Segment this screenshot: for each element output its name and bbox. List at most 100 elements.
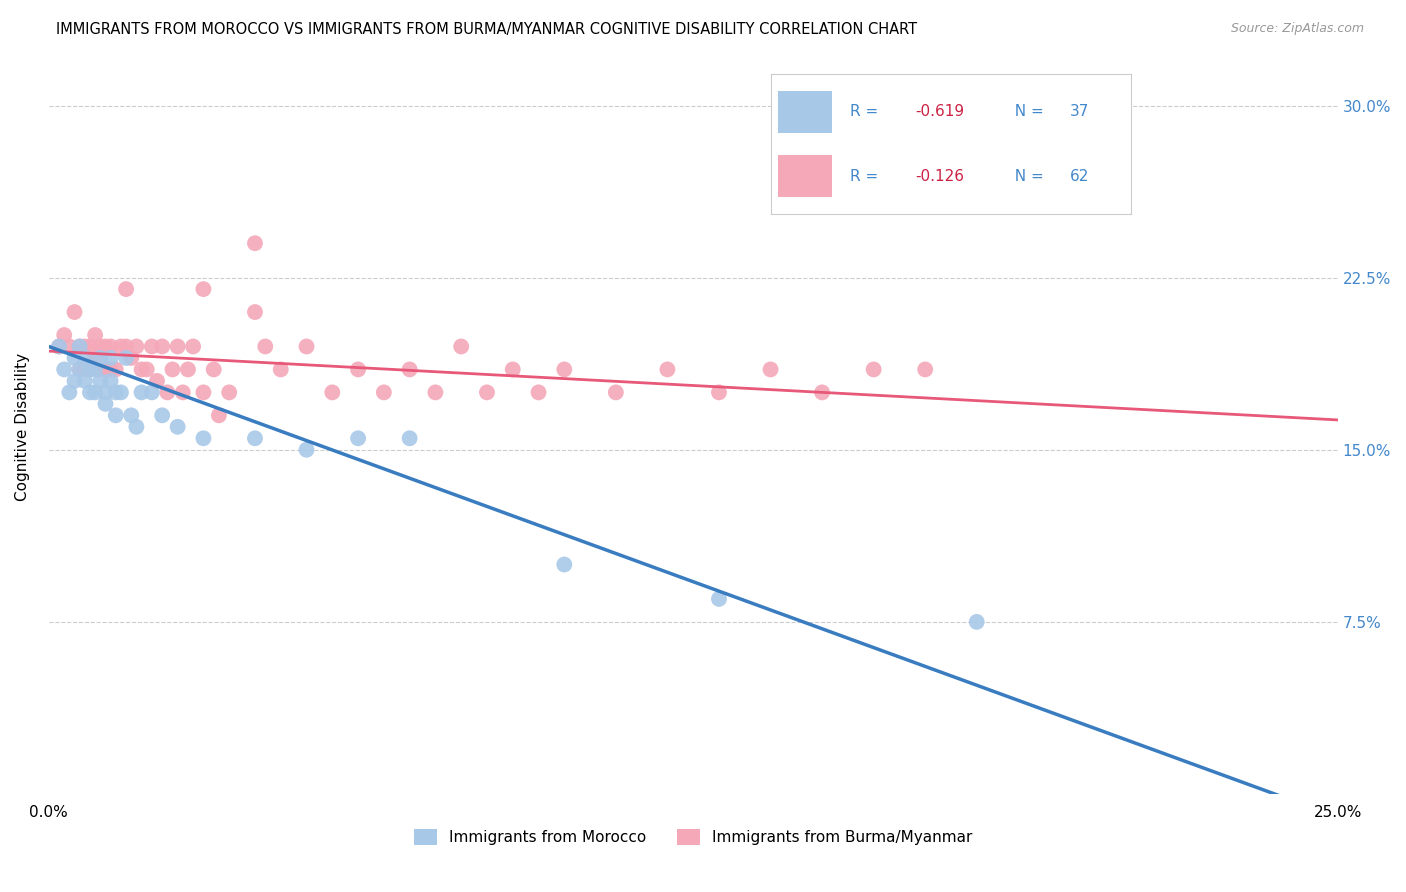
Legend: Immigrants from Morocco, Immigrants from Burma/Myanmar: Immigrants from Morocco, Immigrants from… <box>413 830 973 845</box>
Point <box>73 362 96 376</box>
Point <box>166 339 188 353</box>
Point <box>862 362 884 376</box>
Point <box>150 339 173 353</box>
Point <box>79 385 101 400</box>
Point <box>53 362 76 376</box>
Point <box>94 385 117 400</box>
Point <box>162 362 184 376</box>
Point <box>605 385 627 400</box>
Point <box>115 339 138 353</box>
Point <box>125 419 148 434</box>
Point <box>193 385 215 400</box>
Point <box>69 362 91 376</box>
Point <box>177 362 200 376</box>
Point <box>89 374 111 388</box>
Point <box>69 339 91 353</box>
Point <box>398 362 420 376</box>
Point <box>104 409 127 423</box>
Point <box>73 374 96 388</box>
Point <box>966 615 988 629</box>
Point <box>79 339 101 353</box>
Y-axis label: Cognitive Disability: Cognitive Disability <box>15 352 30 501</box>
Point <box>657 362 679 376</box>
Point <box>270 362 292 376</box>
Point <box>141 385 163 400</box>
Point <box>84 351 107 365</box>
Point <box>202 362 225 376</box>
Point <box>125 339 148 353</box>
Point <box>141 339 163 353</box>
Point <box>89 339 111 353</box>
Point <box>94 397 117 411</box>
Point <box>69 339 91 353</box>
Point <box>398 431 420 445</box>
Point <box>243 236 266 251</box>
Point <box>707 591 730 606</box>
Point <box>79 362 101 376</box>
Point <box>172 385 194 400</box>
Point <box>254 339 277 353</box>
Point <box>193 282 215 296</box>
Point <box>63 374 86 388</box>
Point <box>84 328 107 343</box>
Point <box>131 385 153 400</box>
Point <box>914 362 936 376</box>
Point <box>48 339 70 353</box>
Point <box>181 339 204 353</box>
Point <box>100 362 122 376</box>
Point <box>131 362 153 376</box>
Point <box>53 328 76 343</box>
Point <box>166 419 188 434</box>
Point <box>156 385 179 400</box>
Point <box>553 362 575 376</box>
Point <box>58 339 80 353</box>
Point <box>295 339 318 353</box>
Point <box>63 351 86 365</box>
Point <box>94 362 117 376</box>
Point <box>84 385 107 400</box>
Point <box>243 305 266 319</box>
Point <box>347 431 370 445</box>
Text: IMMIGRANTS FROM MOROCCO VS IMMIGRANTS FROM BURMA/MYANMAR COGNITIVE DISABILITY CO: IMMIGRANTS FROM MOROCCO VS IMMIGRANTS FR… <box>56 22 917 37</box>
Point <box>150 409 173 423</box>
Point <box>193 431 215 445</box>
Point <box>110 339 132 353</box>
Point <box>347 362 370 376</box>
Text: Source: ZipAtlas.com: Source: ZipAtlas.com <box>1230 22 1364 36</box>
Point <box>48 339 70 353</box>
Point <box>115 282 138 296</box>
Point <box>115 351 138 365</box>
Point <box>475 385 498 400</box>
Point <box>104 362 127 376</box>
Point <box>94 339 117 353</box>
Point <box>58 385 80 400</box>
Point <box>89 362 111 376</box>
Point <box>110 385 132 400</box>
Point <box>502 362 524 376</box>
Point <box>73 339 96 353</box>
Point <box>707 385 730 400</box>
Point <box>100 351 122 365</box>
Point <box>100 339 122 353</box>
Point <box>759 362 782 376</box>
Point <box>146 374 169 388</box>
Point <box>208 409 231 423</box>
Point <box>425 385 447 400</box>
Point <box>295 442 318 457</box>
Point <box>218 385 240 400</box>
Point <box>63 305 86 319</box>
Point <box>527 385 550 400</box>
Point <box>553 558 575 572</box>
Point <box>73 351 96 365</box>
Point <box>84 362 107 376</box>
Point <box>79 362 101 376</box>
Point <box>120 351 142 365</box>
Point <box>321 385 343 400</box>
Point <box>89 351 111 365</box>
Point <box>243 431 266 445</box>
Point <box>69 362 91 376</box>
Point <box>373 385 395 400</box>
Point <box>120 409 142 423</box>
Point <box>135 362 157 376</box>
Point <box>100 374 122 388</box>
